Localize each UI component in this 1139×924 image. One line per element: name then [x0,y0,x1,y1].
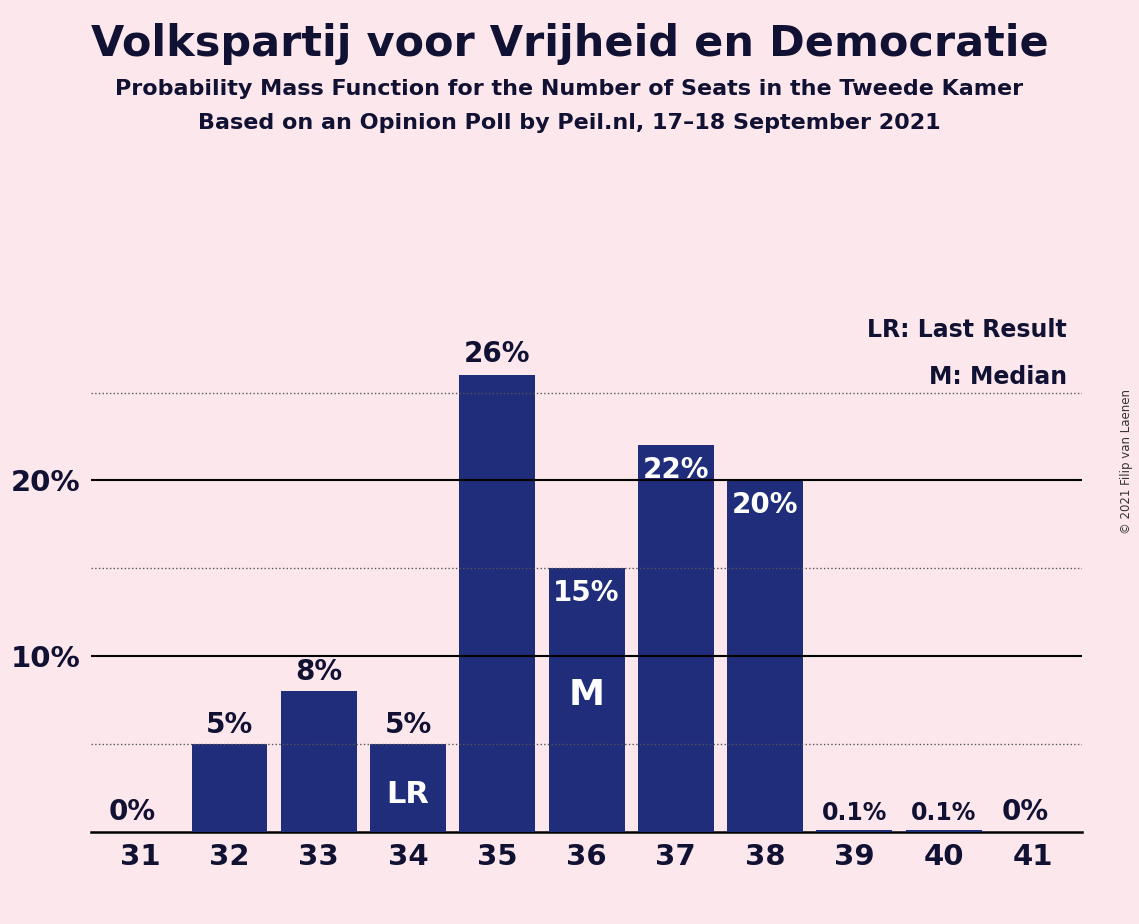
Text: © 2021 Filip van Laenen: © 2021 Filip van Laenen [1121,390,1133,534]
Bar [817,830,892,832]
Text: 0%: 0% [109,798,156,826]
Bar [191,744,268,832]
Text: M: Median: M: Median [929,366,1067,390]
Text: LR: Last Result: LR: Last Result [868,318,1067,342]
Bar [370,744,446,832]
Text: 8%: 8% [295,658,343,686]
Text: Probability Mass Function for the Number of Seats in the Tweede Kamer: Probability Mass Function for the Number… [115,79,1024,99]
Bar [549,568,624,832]
Text: M: M [568,677,605,711]
Bar [459,375,535,832]
Text: LR: LR [386,780,429,809]
Bar [281,691,357,832]
Text: 0.1%: 0.1% [821,800,887,824]
Bar [727,480,803,832]
Text: 5%: 5% [206,711,253,738]
Text: Based on an Opinion Poll by Peil.nl, 17–18 September 2021: Based on an Opinion Poll by Peil.nl, 17–… [198,113,941,133]
Text: Volkspartij voor Vrijheid en Democratie: Volkspartij voor Vrijheid en Democratie [91,23,1048,65]
Text: 5%: 5% [385,711,432,738]
Bar [906,830,982,832]
Text: 22%: 22% [642,456,710,484]
Text: 15%: 15% [554,578,620,607]
Text: 20%: 20% [732,491,798,519]
Text: 0%: 0% [1001,798,1049,826]
Bar [638,445,714,832]
Text: 0.1%: 0.1% [911,800,976,824]
Text: 26%: 26% [464,340,531,368]
